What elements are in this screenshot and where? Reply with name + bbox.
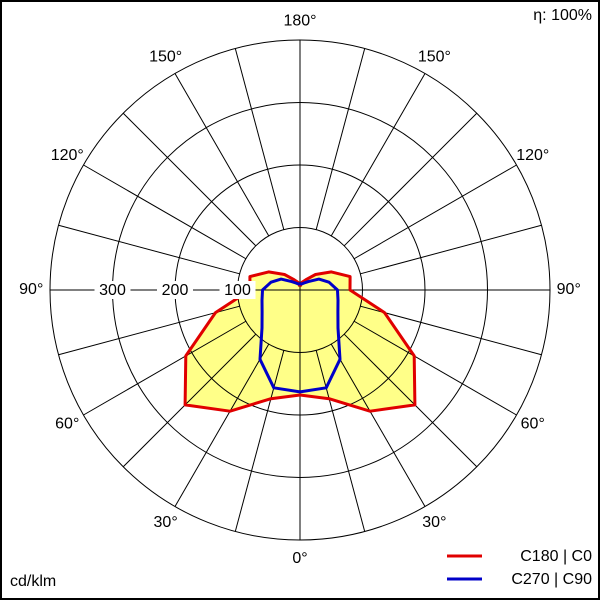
spoke [360,305,542,356]
angle-tick-label: 180° [283,12,316,29]
angle-tick-label: 30° [154,514,178,531]
series-line [258,277,342,394]
angle-tick-label: 150° [149,48,182,65]
angle-tick-label: 60° [55,416,79,433]
r-tick-label: 300 [99,282,126,299]
series-line [183,270,417,413]
spoke [353,164,517,260]
spoke [343,112,478,247]
r-tick-label: 100 [224,282,251,299]
spoke [330,73,426,237]
annotation: η: 100% [533,7,592,24]
r-tick-bg [157,281,193,299]
spoke [83,164,247,260]
spoke [234,350,285,532]
angle-tick-label: 30° [422,514,446,531]
angle-tick-label: 0° [292,550,307,567]
spoke [353,320,517,416]
angle-tick-label: 60° [521,416,545,433]
angle-tick-label: 90° [557,281,581,298]
spoke [122,112,257,247]
spoke [234,48,285,230]
unit-label: cd/klm [10,573,56,590]
spoke [58,224,240,275]
spoke [315,48,366,230]
spoke [58,305,240,356]
angle-tick-label: 120° [516,147,549,164]
r-tick-bg [219,281,256,299]
spoke [83,320,247,416]
spoke [360,224,542,275]
legend-label: C270 | C90 [511,571,592,588]
spoke [122,333,257,468]
spoke [330,343,426,507]
r-tick-label: 200 [162,282,189,299]
spoke [174,73,270,237]
r-tick-bg [94,281,131,299]
angle-tick-label: 150° [418,48,451,65]
legend-label: C180 | C0 [520,548,592,565]
spoke [343,333,478,468]
angle-tick-label: 90° [19,281,43,298]
spoke [315,350,366,532]
spoke [174,343,270,507]
angle-tick-label: 120° [51,147,84,164]
